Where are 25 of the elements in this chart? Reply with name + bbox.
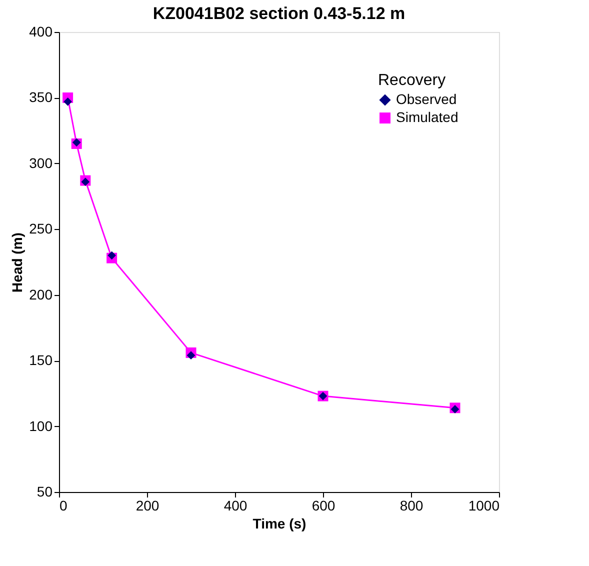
y-tick-label: 100 — [29, 418, 53, 434]
x-tick-label: 1000 — [468, 498, 500, 514]
x-tick-label: 400 — [224, 498, 248, 514]
y-tick-label: 350 — [29, 89, 53, 106]
y-axis-title: Head (m) — [9, 232, 26, 292]
x-tick-label: 0 — [60, 498, 68, 514]
legend-title: Recovery — [378, 72, 446, 89]
point — [81, 178, 90, 186]
x-axis-title: Time (s) — [252, 516, 306, 532]
y-tick-label: 200 — [29, 286, 53, 302]
chart-title: KZ0041B02 section 0.43-5.12 m — [152, 4, 406, 23]
legend-label: Simulated — [396, 109, 458, 125]
x-tick-label: 200 — [136, 498, 160, 514]
x-tick-label: 600 — [312, 498, 336, 514]
point — [186, 351, 196, 360]
y-tick-label: 400 — [29, 24, 53, 40]
point — [450, 405, 460, 414]
legend-label: Observed — [396, 91, 457, 107]
y-tick-label: 150 — [29, 352, 53, 368]
y-tick-label: 250 — [29, 220, 53, 237]
x-tick-label: 800 — [400, 498, 424, 514]
point — [64, 97, 72, 106]
y-tick-label: 300 — [29, 154, 53, 171]
y-tick-label: 50 — [36, 484, 53, 500]
point — [108, 251, 116, 260]
